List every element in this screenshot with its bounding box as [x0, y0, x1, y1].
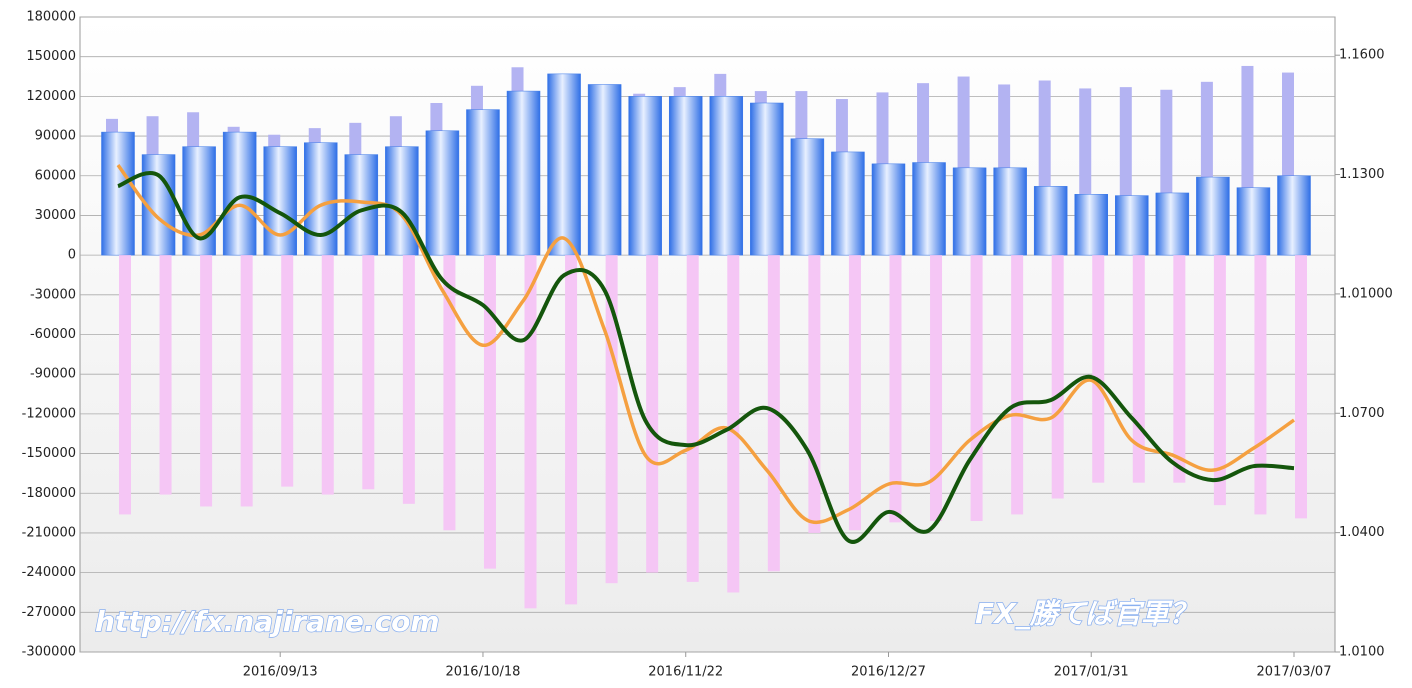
y-tick-label: -300000	[22, 645, 76, 660]
bar	[1173, 255, 1186, 483]
bar	[506, 90, 541, 256]
bar	[565, 255, 578, 605]
bar	[443, 255, 456, 531]
y2-tick-label: 1.0100	[1339, 645, 1385, 660]
y-tick-label: -240000	[22, 565, 76, 580]
bar	[240, 255, 253, 507]
y-tick-label: 180000	[26, 10, 76, 25]
bar	[831, 151, 865, 256]
x-tick-label: 2017/03/07	[1257, 665, 1332, 680]
bar	[524, 255, 537, 609]
y-tick-label: -90000	[30, 367, 76, 382]
line-series	[117, 171, 1295, 544]
y-tick-label: 30000	[35, 208, 76, 223]
bar	[362, 255, 375, 490]
y2-tick-label: 1.1600	[1339, 48, 1385, 63]
y2-tick-label: 1.0400	[1339, 525, 1385, 540]
bar	[930, 255, 943, 522]
bar	[709, 96, 744, 256]
bar	[952, 167, 987, 256]
bar	[628, 96, 662, 256]
bar	[200, 255, 213, 507]
bar	[483, 255, 496, 569]
bar	[750, 102, 784, 256]
bar	[1277, 175, 1311, 256]
bar	[402, 255, 415, 504]
line-series	[116, 163, 1296, 525]
bar	[1011, 255, 1024, 515]
y2-tick-label: 1.01000	[1339, 286, 1393, 301]
y-tick-label: 60000	[35, 168, 76, 183]
bar	[848, 255, 861, 531]
y-tick-label: 150000	[26, 49, 76, 64]
y-tick-label: -120000	[22, 406, 76, 421]
watermark: FX_勝てば官軍？	[975, 597, 1197, 630]
y-tick-label: -270000	[22, 605, 76, 620]
bar	[970, 255, 983, 522]
bar	[1132, 255, 1145, 483]
bar	[222, 131, 257, 256]
bar	[993, 167, 1027, 256]
bar	[587, 84, 622, 256]
bar	[668, 96, 703, 256]
bar	[1155, 192, 1190, 256]
bar	[1254, 255, 1267, 515]
bar	[119, 255, 131, 515]
bar	[344, 154, 379, 256]
y-tick-label: -60000	[30, 327, 76, 342]
bar	[1115, 195, 1149, 256]
y-tick-label: -30000	[30, 287, 76, 302]
bar	[889, 255, 902, 523]
y-tick-label: -180000	[22, 486, 76, 501]
bar	[547, 73, 581, 256]
x-tick-label: 2016/10/18	[445, 665, 520, 680]
bar	[466, 109, 500, 256]
bar	[321, 255, 334, 495]
bar	[912, 162, 946, 256]
bar	[263, 146, 297, 256]
watermark: http://fx.najirane.com	[95, 605, 440, 638]
bar	[304, 142, 338, 256]
bar	[1074, 194, 1108, 256]
bar	[1196, 176, 1230, 256]
bar	[101, 131, 135, 256]
bar	[1092, 255, 1105, 483]
bar	[686, 255, 699, 582]
y-tick-label: 90000	[35, 129, 76, 144]
bar	[1051, 255, 1064, 499]
bar	[281, 255, 294, 487]
bar	[790, 138, 825, 256]
x-tick-label: 2016/09/13	[243, 665, 318, 680]
y2-tick-label: 1.1300	[1339, 167, 1385, 182]
x-tick-label: 2016/11/22	[648, 665, 723, 680]
y-tick-label: -210000	[22, 525, 76, 540]
y-tick-label: 120000	[26, 89, 76, 104]
x-tick-label: 2017/01/31	[1054, 665, 1129, 680]
bar	[385, 146, 419, 256]
bar	[1236, 187, 1271, 256]
y-tick-label: -150000	[22, 446, 76, 461]
bar	[646, 255, 659, 573]
bar	[425, 130, 460, 256]
bar	[1213, 255, 1226, 506]
bar	[1033, 186, 1068, 256]
y2-tick-label: 1.0700	[1339, 406, 1385, 421]
bar	[871, 163, 906, 256]
x-tick-label: 2016/12/27	[851, 665, 926, 680]
bar	[159, 255, 172, 495]
bar	[1295, 255, 1307, 519]
bar	[808, 255, 821, 533]
y-tick-label: 0	[68, 248, 76, 263]
